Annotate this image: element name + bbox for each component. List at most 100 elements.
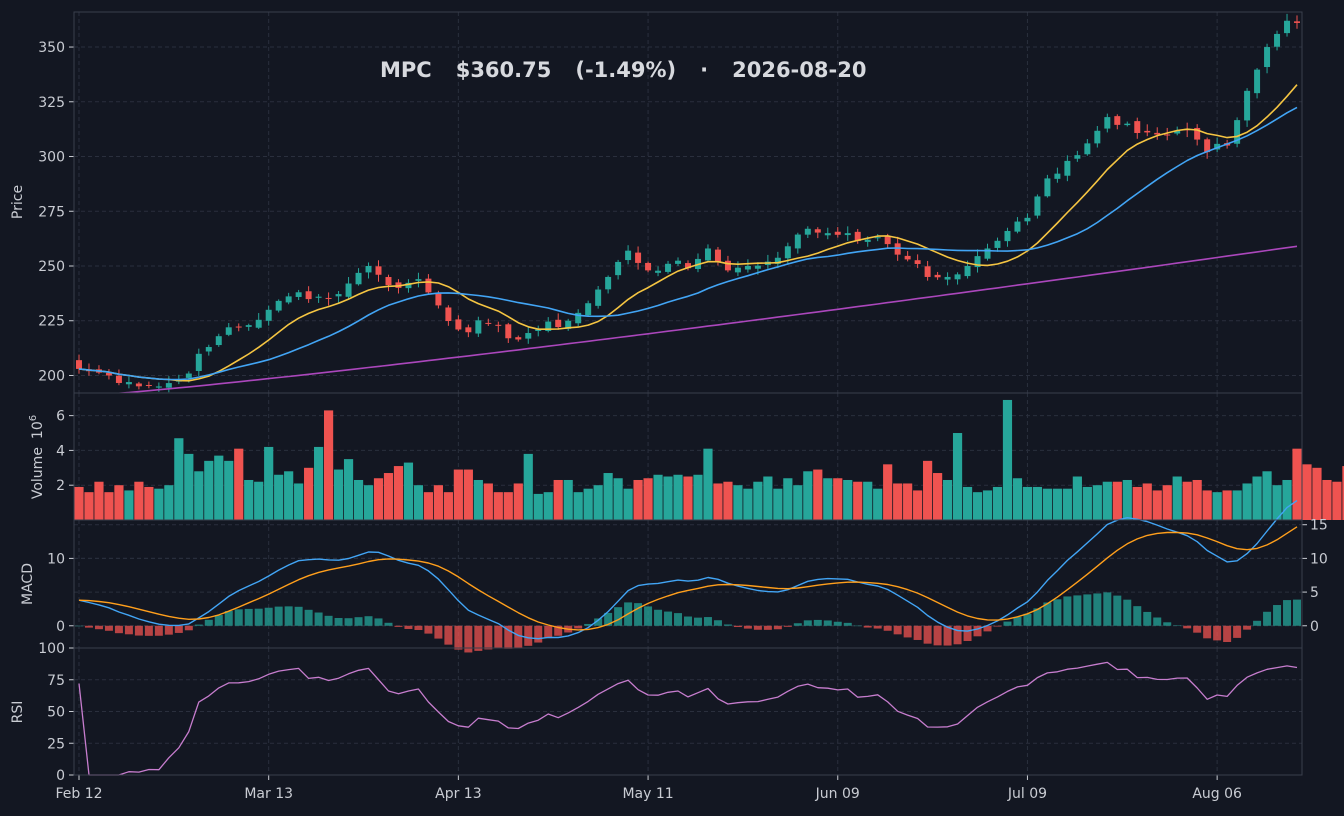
candle-body (864, 239, 871, 242)
macd-histogram-bar (943, 625, 952, 646)
chart-title: MPC $360.75 (-1.49%) · 2026-08-20 (380, 58, 866, 82)
rsi-y-tick-label: 0 (56, 768, 65, 784)
candle-body (305, 291, 312, 300)
macd-y-tick-label: 5 (1310, 585, 1319, 601)
candle-body (465, 327, 472, 333)
candle-body (1134, 121, 1141, 134)
volume-bar (823, 478, 833, 520)
candle-body (685, 263, 691, 269)
macd-histogram-bar (684, 616, 692, 626)
macd-histogram-bar (813, 619, 822, 626)
volume-bar (1072, 476, 1082, 520)
volume-bar (1032, 486, 1043, 520)
macd-histogram-bar (1283, 600, 1292, 626)
candle-body (934, 274, 941, 278)
candle-body (1284, 20, 1291, 34)
volume-scale-exponent: 6 (28, 415, 39, 421)
macd-histogram-bar (324, 615, 333, 626)
candle-body (1084, 143, 1091, 155)
volume-bar (84, 492, 94, 520)
candle-body (914, 260, 921, 264)
volume-bar (413, 485, 424, 520)
candle-body (145, 384, 152, 386)
macd-histogram-bar (1203, 625, 1212, 639)
candle-body (1024, 217, 1031, 222)
volume-bar (673, 474, 683, 520)
candle-body (1264, 47, 1271, 68)
volume-bar (1042, 488, 1053, 520)
macd-histogram-bar (614, 607, 623, 626)
macd-histogram-bar (294, 606, 303, 626)
macd-histogram-bar (1103, 592, 1112, 626)
volume-bar (982, 490, 993, 520)
candle-body (874, 237, 881, 239)
macd-histogram-bar (134, 625, 143, 636)
candle-body (455, 319, 462, 330)
candle-body (1194, 127, 1201, 140)
macd-histogram-bar (284, 606, 293, 626)
macd-histogram-bar (773, 625, 782, 630)
volume-bar (952, 433, 963, 520)
volume-bar (134, 481, 144, 520)
candle-body (75, 360, 82, 369)
candle-body (275, 300, 282, 311)
macd-histogram-bar (654, 609, 663, 626)
macd-histogram-bar (304, 609, 313, 626)
macd-histogram-bar (883, 625, 892, 631)
volume-bar (773, 488, 783, 520)
volume-bar (1062, 488, 1072, 520)
candle-body (794, 234, 801, 249)
volume-bar (353, 479, 364, 520)
macd-histogram-bar (604, 612, 613, 626)
volume-bar (214, 455, 224, 520)
macd-histogram-bar (793, 623, 802, 626)
macd-histogram-bar (1013, 616, 1022, 626)
candle-body (1114, 116, 1121, 125)
volume-bar (843, 479, 853, 520)
volume-bar (1282, 479, 1292, 520)
volume-bar (753, 481, 763, 520)
candle-body (545, 321, 552, 331)
volume-bar (833, 478, 843, 520)
title-ticker: MPC (380, 58, 432, 82)
volume-bar (903, 483, 913, 520)
volume-bar (942, 479, 953, 520)
candle-body (844, 233, 851, 236)
macd-histogram-bar (234, 609, 243, 626)
candle-body (535, 329, 542, 332)
candle-body (625, 250, 632, 261)
price-y-tick-label: 350 (38, 40, 65, 56)
volume-bar (603, 473, 613, 520)
candle-body (1164, 134, 1171, 136)
macd-histogram-bar (923, 625, 932, 644)
macd-histogram-bar (524, 625, 533, 646)
candle-body (155, 386, 162, 388)
macd-histogram-bar (1273, 605, 1282, 626)
macd-histogram-bar (1173, 625, 1182, 627)
volume-bar (144, 486, 154, 520)
volume-bar (194, 471, 204, 520)
macd-histogram-bar (1233, 625, 1242, 638)
title-change: (-1.49%) (575, 58, 676, 82)
macd-histogram-bar (1213, 625, 1222, 641)
macd-histogram-bar (214, 615, 223, 626)
macd-histogram-bar (494, 625, 503, 649)
price-y-tick-label: 275 (38, 204, 65, 220)
macd-histogram-bar (743, 625, 752, 629)
macd-histogram-bar (404, 625, 413, 629)
macd-histogram-bar (873, 625, 882, 629)
macd-histogram-bar (374, 618, 383, 626)
candle-body (285, 296, 292, 303)
volume-bar (1162, 485, 1172, 520)
macd-histogram-bar (444, 625, 453, 645)
macd-histogram-bar (963, 625, 972, 642)
candle-body (1174, 130, 1181, 134)
volume-scale-base: 10 (30, 421, 46, 439)
volume-bar (184, 453, 194, 520)
candle-body (675, 260, 682, 264)
macd-histogram-bar (1023, 613, 1032, 626)
macd-histogram-bar (544, 625, 553, 639)
macd-histogram-bar (903, 625, 912, 638)
